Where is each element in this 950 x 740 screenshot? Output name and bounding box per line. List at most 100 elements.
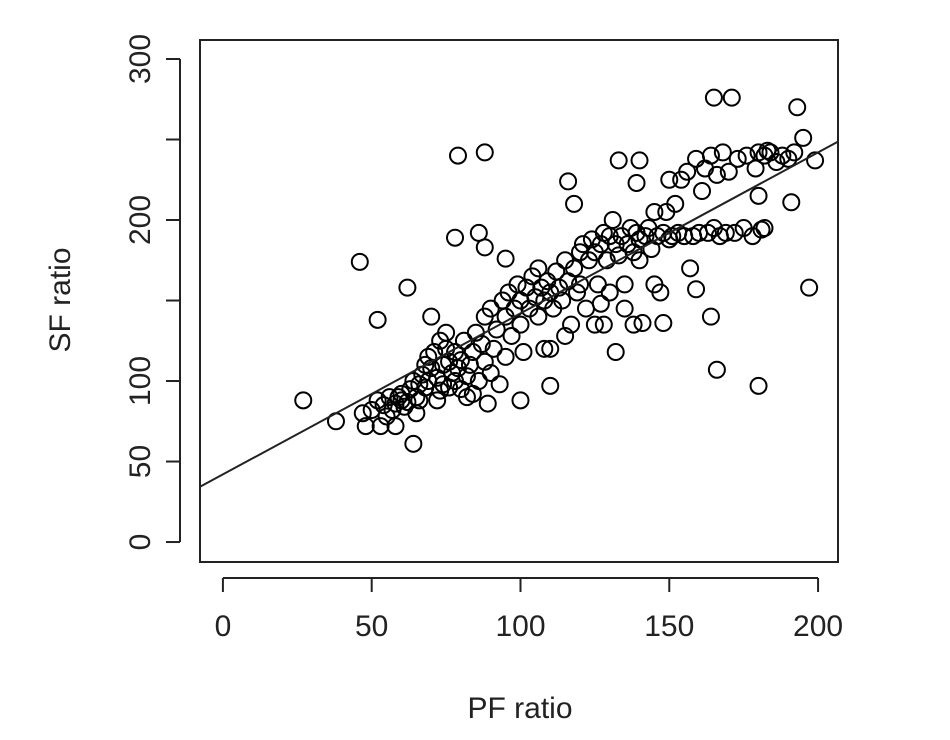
point — [565, 259, 584, 278]
point — [621, 219, 640, 238]
x-tick-label: 150 — [644, 610, 694, 643]
point — [368, 391, 387, 410]
point — [606, 343, 625, 362]
point — [800, 278, 819, 297]
point — [535, 339, 554, 358]
point — [693, 182, 712, 201]
point — [565, 194, 584, 213]
point — [389, 388, 408, 407]
point — [371, 417, 390, 436]
point — [457, 388, 476, 407]
point — [514, 343, 533, 362]
point — [713, 143, 732, 162]
point — [428, 391, 447, 410]
point — [678, 162, 697, 181]
point — [350, 252, 369, 271]
point — [660, 170, 679, 189]
x-axis-label: PF ratio — [467, 692, 572, 725]
point — [562, 315, 581, 334]
point — [457, 367, 476, 386]
point — [701, 146, 720, 165]
point — [556, 326, 575, 345]
point — [496, 249, 515, 268]
point — [725, 223, 744, 242]
point — [785, 143, 804, 162]
point — [782, 193, 801, 212]
point — [356, 417, 375, 436]
point — [594, 315, 613, 334]
plot-frame — [199, 39, 839, 563]
point — [597, 251, 616, 270]
x-tick-label: 100 — [495, 610, 545, 643]
point — [532, 278, 551, 297]
point — [585, 315, 604, 334]
point — [422, 307, 441, 326]
point — [600, 283, 619, 302]
point — [704, 88, 723, 107]
point — [701, 307, 720, 326]
point — [755, 219, 774, 238]
point — [362, 401, 381, 420]
point — [398, 278, 417, 297]
point — [568, 283, 587, 302]
x-tick-label: 0 — [215, 610, 232, 643]
point — [624, 315, 643, 334]
point — [553, 291, 572, 310]
point — [687, 280, 706, 299]
point — [398, 392, 417, 411]
point — [591, 294, 610, 313]
point — [615, 275, 634, 294]
y-tick-label: 200 — [124, 195, 157, 245]
point — [615, 299, 634, 318]
y-tick-label: 0 — [124, 534, 157, 551]
point — [687, 149, 706, 168]
point — [609, 151, 628, 170]
point — [633, 314, 652, 333]
point — [541, 376, 560, 395]
point — [627, 173, 646, 192]
point — [603, 211, 622, 230]
x-tick-label: 50 — [355, 610, 388, 643]
point — [794, 128, 813, 147]
point — [511, 315, 530, 334]
point — [698, 223, 717, 242]
point — [440, 378, 459, 397]
point — [475, 238, 494, 257]
point — [576, 299, 595, 318]
point — [448, 146, 467, 165]
point — [368, 310, 387, 329]
point — [490, 375, 509, 394]
point — [478, 394, 497, 413]
point — [737, 146, 756, 165]
point — [630, 251, 649, 270]
point — [749, 376, 768, 395]
point — [529, 259, 548, 278]
y-tick-label: 50 — [124, 445, 157, 478]
y-axis-label: SF ratio — [44, 247, 77, 352]
point — [446, 228, 465, 247]
point — [761, 143, 780, 162]
x-tick-label: 200 — [793, 610, 843, 643]
point — [719, 162, 738, 181]
point — [788, 98, 807, 117]
point — [645, 202, 664, 221]
point — [749, 186, 768, 205]
point — [651, 283, 670, 302]
point — [779, 149, 798, 168]
point — [502, 326, 521, 345]
point — [529, 307, 548, 326]
point — [666, 194, 685, 213]
point — [511, 391, 530, 410]
point — [806, 151, 825, 170]
point — [386, 417, 405, 436]
point — [559, 172, 578, 191]
point — [437, 323, 456, 342]
point — [353, 404, 372, 423]
point — [728, 149, 747, 168]
point — [395, 397, 414, 416]
point — [722, 88, 741, 107]
point — [707, 165, 726, 184]
point — [475, 352, 494, 371]
point — [767, 153, 786, 172]
